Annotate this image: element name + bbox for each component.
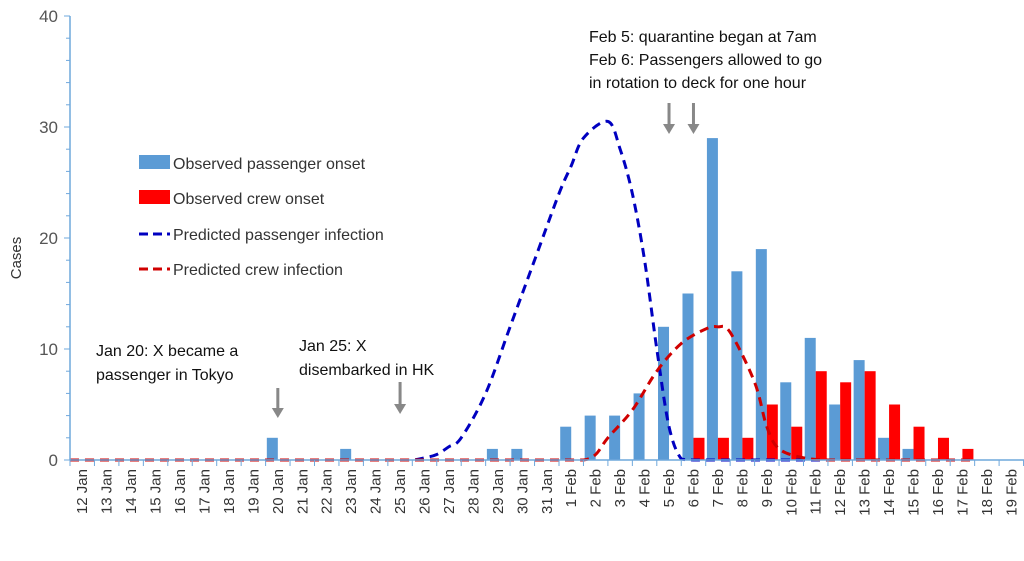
crew-onset-bar-9-feb xyxy=(766,404,778,460)
x-tick-label-31-jan: 31 Jan xyxy=(539,469,556,514)
annotation-quarantine-arrow-1-head xyxy=(663,124,676,134)
crew-onset-bar-7-feb xyxy=(717,437,729,460)
annotation-quarantine-arrow-2-head xyxy=(687,124,700,134)
passenger-onset-bar-2-feb xyxy=(584,415,596,460)
x-tick-label-19-jan: 19 Jan xyxy=(245,469,262,514)
annotation-quarantine-line-1: Feb 5: quarantine began at 7am xyxy=(589,29,817,46)
x-tick-label-19-feb: 19 Feb xyxy=(1003,469,1020,516)
annotation-jan25-line-2: disembarked in HK xyxy=(299,362,435,379)
annotation-jan20-line-1: Jan 20: X became a xyxy=(96,343,238,360)
x-tick-label-14-jan: 14 Jan xyxy=(123,469,140,514)
crew-onset-bar-10-feb xyxy=(791,426,803,460)
y-tick-label-10: 10 xyxy=(39,340,58,359)
x-tick-label-23-jan: 23 Jan xyxy=(343,469,360,514)
x-tick-label-4-feb: 4 Feb xyxy=(637,469,654,507)
x-tick-label-26-jan: 26 Jan xyxy=(417,469,434,514)
crew-onset-bar-8-feb xyxy=(742,437,754,460)
passenger-onset-bar-20-jan xyxy=(266,437,278,460)
annotation-jan20-line-2: passenger in Tokyo xyxy=(96,367,234,384)
x-tick-label-6-feb: 6 Feb xyxy=(685,469,702,507)
x-tick-label-24-jan: 24 Jan xyxy=(368,469,385,514)
x-tick-label-29-jan: 29 Jan xyxy=(490,469,507,514)
x-tick-label-1-feb: 1 Feb xyxy=(563,469,580,507)
x-tick-label-28-jan: 28 Jan xyxy=(465,469,482,514)
x-tick-label-20-jan: 20 Jan xyxy=(270,469,287,514)
passenger-onset-bar-10-feb xyxy=(780,382,792,460)
legend-passenger-onset-swatch xyxy=(139,155,170,169)
x-tick-label-14-feb: 14 Feb xyxy=(881,469,898,516)
legend-crew-onset-swatch xyxy=(139,190,170,204)
x-tick-label-8-feb: 8 Feb xyxy=(734,469,751,507)
passenger-onset-bar-1-feb xyxy=(560,426,572,460)
passenger-onset-bar-12-feb xyxy=(829,404,841,460)
y-tick-label-0: 0 xyxy=(49,451,58,470)
x-tick-label-12-feb: 12 Feb xyxy=(832,469,849,516)
crew-onset-bar-14-feb xyxy=(889,404,901,460)
x-tick-label-27-jan: 27 Jan xyxy=(441,469,458,514)
annotation-quarantine-line-2: Feb 6: Passengers allowed to go xyxy=(589,52,822,69)
passenger-onset-bar-30-jan xyxy=(511,448,523,460)
x-tick-label-9-feb: 9 Feb xyxy=(759,469,776,507)
x-tick-label-12-jan: 12 Jan xyxy=(74,469,91,514)
x-tick-label-17-jan: 17 Jan xyxy=(196,469,213,514)
x-tick-label-15-jan: 15 Jan xyxy=(148,469,165,514)
passenger-onset-bar-15-feb xyxy=(902,448,914,460)
annotation-jan20-arrow-head xyxy=(271,408,284,418)
x-tick-label-11-feb: 11 Feb xyxy=(808,469,825,515)
crew-onset-bar-12-feb xyxy=(840,382,852,460)
crew-onset-bar-6-feb xyxy=(693,437,705,460)
passenger-onset-bar-4-feb xyxy=(633,393,645,460)
x-tick-label-2-feb: 2 Feb xyxy=(588,469,605,507)
x-tick-label-13-jan: 13 Jan xyxy=(99,469,116,514)
crew-onset-bar-17-feb xyxy=(962,448,974,460)
annotation-jan25-arrow-head xyxy=(394,404,407,414)
x-tick-label-16-jan: 16 Jan xyxy=(172,469,189,514)
passenger-onset-bar-29-jan xyxy=(486,448,498,460)
x-tick-label-16-feb: 16 Feb xyxy=(930,469,947,516)
y-tick-label-30: 30 xyxy=(39,118,58,137)
bars-layer xyxy=(266,138,974,460)
y-axis-title: Cases xyxy=(8,237,25,280)
passenger-onset-bar-5-feb xyxy=(658,326,670,460)
x-tick-label-10-feb: 10 Feb xyxy=(783,469,800,516)
passenger-onset-bar-11-feb xyxy=(804,337,816,460)
passenger-onset-bar-13-feb xyxy=(853,360,865,460)
legend-passenger-onset-label: Observed passenger onset xyxy=(173,156,366,173)
x-tick-label-5-feb: 5 Feb xyxy=(661,469,678,507)
crew-onset-bar-11-feb xyxy=(815,371,827,460)
x-tick-label-17-feb: 17 Feb xyxy=(954,469,971,516)
legend-crew-onset-label: Observed crew onset xyxy=(173,191,325,208)
annotations-layer: Jan 20: X became a passenger in Tokyo Jan … xyxy=(96,29,822,418)
annotation-jan25-line-1: Jan 25: X xyxy=(299,338,367,355)
x-tick-label-15-feb: 15 Feb xyxy=(906,469,923,516)
y-tick-label-40: 40 xyxy=(39,7,58,26)
passenger-onset-bar-3-feb xyxy=(609,415,621,460)
passenger-onset-bar-14-feb xyxy=(878,437,890,460)
legend-predicted-crew-label: Predicted crew infection xyxy=(173,262,343,279)
x-tick-label-13-feb: 13 Feb xyxy=(857,469,874,516)
y-tick-label-20: 20 xyxy=(39,229,58,248)
crew-onset-bar-16-feb xyxy=(937,437,949,460)
legend-predicted-passenger-label: Predicted passenger infection xyxy=(173,227,384,244)
axes-layer: 0 10 20 30 40 Cases 12 Jan 13 Jan 14 Jan 15 Jan 16… xyxy=(8,7,1024,516)
passenger-onset-bar-23-jan xyxy=(340,448,352,460)
passenger-onset-bar-6-feb xyxy=(682,293,694,460)
crew-onset-bar-15-feb xyxy=(913,426,925,460)
annotation-quarantine-line-3: in rotation to deck for one hour xyxy=(589,75,807,92)
x-tick-label-30-jan: 30 Jan xyxy=(514,469,531,514)
passenger-onset-bar-8-feb xyxy=(731,271,743,460)
x-tick-label-21-jan: 21 Jan xyxy=(294,469,311,514)
x-tick-label-3-feb: 3 Feb xyxy=(612,469,629,507)
x-tick-label-18-feb: 18 Feb xyxy=(979,469,996,516)
crew-onset-bar-13-feb xyxy=(864,371,876,460)
x-tick-label-25-jan: 25 Jan xyxy=(392,469,409,514)
x-tick-label-22-jan: 22 Jan xyxy=(319,469,336,514)
legend: Observed passenger onset Observed crew on… xyxy=(139,155,384,279)
passenger-onset-bar-9-feb xyxy=(755,249,767,460)
x-tick-label-18-jan: 18 Jan xyxy=(221,469,238,514)
x-tick-label-7-feb: 7 Feb xyxy=(710,469,727,507)
passenger-onset-bar-7-feb xyxy=(706,138,718,460)
